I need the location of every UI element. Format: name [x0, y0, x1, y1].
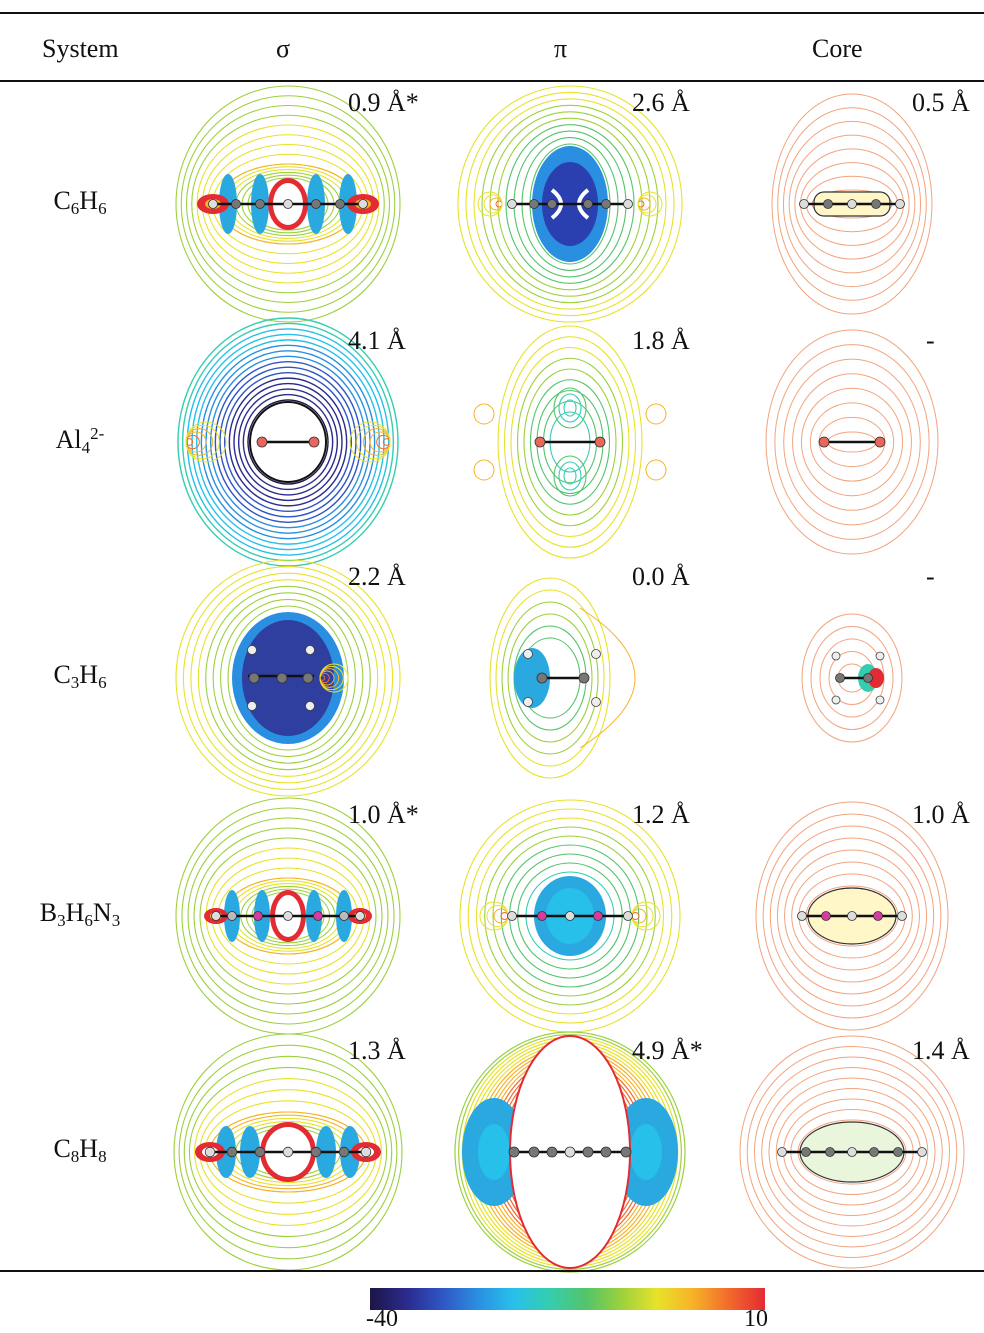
system-label-base: B — [39, 898, 58, 927]
header-system: System — [42, 34, 119, 63]
contour-plot-sigma — [170, 1033, 406, 1271]
system-label-extra: 2- — [90, 424, 105, 443]
contour-plot-pi — [452, 324, 688, 560]
distance-label-core: 0.5 Å — [912, 88, 970, 117]
contour-plot-core — [734, 798, 970, 1034]
contour-plot-sigma — [170, 85, 406, 323]
contour-plot-pi — [452, 798, 688, 1034]
colorbar — [370, 1288, 765, 1310]
system-label: C8H8 — [0, 1134, 160, 1167]
contour-plot-core — [734, 324, 970, 560]
header-core: Core — [812, 34, 863, 63]
distance-label-sigma: 4.1 Å — [348, 326, 406, 355]
system-label-base: C — [53, 1134, 71, 1163]
contour-plot-pi — [452, 1031, 688, 1273]
distance-label-core: - — [926, 562, 935, 591]
distance-label-pi: 2.6 Å — [632, 88, 690, 117]
system-label-base: C — [53, 660, 71, 689]
distance-label-sigma: 1.3 Å — [348, 1036, 406, 1065]
top-rule — [0, 12, 984, 14]
distance-label-pi: 0.0 Å — [632, 562, 690, 591]
system-label-n1: 4 — [81, 438, 91, 457]
system-label-base: Al — [55, 425, 82, 454]
contour-plot-core — [734, 560, 970, 796]
distance-label-sigma: 0.9 Å* — [348, 88, 419, 117]
contour-plot-core — [734, 1034, 970, 1270]
system-label-base: C — [53, 186, 71, 215]
header-rule — [0, 80, 984, 82]
system-label: B3H6N3 — [0, 898, 160, 931]
system-label-h: H — [79, 1134, 99, 1163]
system-label-n2: 6 — [98, 199, 107, 218]
header-pi: π — [554, 34, 568, 63]
contour-plot-pi — [452, 560, 688, 796]
distance-label-core: 1.4 Å — [912, 1036, 970, 1065]
system-label-n1: 3 — [70, 673, 80, 692]
distance-label-sigma: 2.2 Å — [348, 562, 406, 591]
system-label-n1: 6 — [70, 199, 80, 218]
system-label: C6H6 — [0, 186, 160, 219]
system-label: C3H6 — [0, 660, 160, 693]
distance-label-sigma: 1.0 Å* — [348, 800, 419, 829]
system-label-extra: N3 — [92, 898, 121, 930]
distance-label-pi: 1.2 Å — [632, 800, 690, 829]
contour-plot-sigma — [170, 559, 406, 797]
system-label: Al42- — [0, 424, 160, 458]
system-label-n2: 8 — [98, 1147, 107, 1166]
system-label-h: H — [79, 186, 99, 215]
colorbar-min-label: -40 — [366, 1306, 398, 1332]
contour-plot-sigma — [170, 797, 406, 1035]
distance-label-pi: 1.8 Å — [632, 326, 690, 355]
distance-label-core: - — [926, 326, 935, 355]
contour-plot-sigma — [170, 317, 406, 567]
bottom-rule — [0, 1270, 984, 1272]
colorbar-max-label: 10 — [744, 1306, 768, 1332]
distance-label-pi: 4.9 Å* — [632, 1036, 703, 1065]
contour-plot-pi — [452, 85, 688, 323]
system-label-h: H — [65, 898, 85, 927]
system-label-n1: 3 — [57, 911, 66, 930]
system-label-n1: 8 — [70, 1147, 80, 1166]
system-label-h: H — [79, 660, 99, 689]
distance-label-core: 1.0 Å — [912, 800, 970, 829]
system-label-n2: 6 — [98, 673, 107, 692]
system-label-n2: 6 — [84, 911, 93, 930]
contour-plot-core — [734, 86, 970, 322]
header-sigma: σ — [276, 34, 291, 63]
